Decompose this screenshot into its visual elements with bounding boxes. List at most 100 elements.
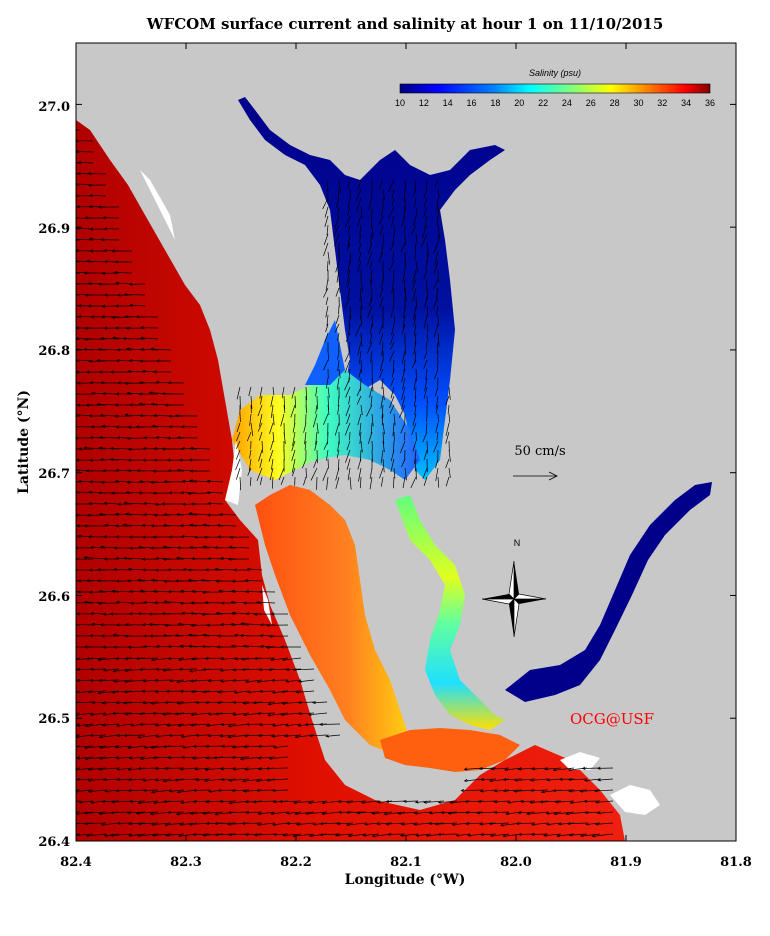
current-arrow — [327, 386, 330, 398]
current-arrow — [335, 197, 340, 208]
current-arrow — [90, 667, 107, 671]
current-arrow — [270, 811, 289, 815]
current-arrow — [285, 667, 302, 672]
current-arrow — [437, 224, 441, 239]
current-arrow — [256, 788, 276, 792]
current-arrow — [258, 590, 276, 594]
current-arrow — [445, 476, 450, 487]
current-arrow — [391, 215, 395, 227]
current-arrow — [335, 260, 340, 273]
current-arrow — [434, 251, 439, 266]
current-arrow — [188, 458, 211, 462]
y-tick-label: 26.5 — [38, 712, 70, 727]
current-arrow — [76, 690, 81, 692]
current-arrow — [319, 833, 341, 837]
current-arrow — [231, 745, 250, 749]
current-arrow — [76, 657, 94, 662]
current-arrow — [334, 233, 340, 247]
current-arrow — [413, 395, 417, 407]
current-arrow — [464, 822, 484, 826]
current-arrow — [128, 403, 146, 407]
current-arrow — [153, 413, 172, 418]
current-arrow — [114, 512, 133, 516]
current-arrow — [360, 332, 363, 347]
current-arrow — [167, 590, 185, 594]
current-arrow — [135, 656, 159, 661]
current-arrow — [161, 502, 185, 506]
current-arrow — [369, 260, 373, 270]
current-arrow — [404, 224, 406, 234]
current-arrow — [190, 690, 211, 694]
current-arrow — [89, 678, 107, 682]
matlacha-pass — [395, 495, 505, 730]
current-arrow — [241, 821, 263, 826]
current-arrow — [204, 767, 224, 771]
current-arrow — [390, 242, 395, 251]
current-arrow — [323, 287, 329, 298]
y-tick-label: 26.8 — [38, 344, 70, 359]
myakka-arm — [305, 320, 345, 385]
colorbar-tick-label: 32 — [657, 98, 667, 108]
current-arrow — [83, 347, 107, 352]
current-arrow — [376, 800, 393, 804]
current-arrow — [190, 601, 211, 605]
current-arrow — [369, 386, 373, 398]
current-arrow — [214, 567, 237, 571]
current-arrow — [367, 431, 373, 444]
current-arrow — [89, 227, 107, 231]
current-arrow — [76, 678, 94, 683]
current-arrow — [367, 305, 373, 318]
current-arrow — [271, 734, 289, 738]
current-arrow — [76, 237, 94, 241]
current-arrow — [76, 778, 81, 780]
current-arrow — [88, 590, 107, 594]
current-arrow — [221, 744, 237, 748]
current-arrow — [584, 810, 601, 815]
current-arrow — [97, 767, 120, 771]
current-arrow — [163, 513, 185, 517]
current-arrow — [128, 833, 146, 837]
current-arrow — [337, 206, 340, 216]
current-arrow — [529, 778, 549, 782]
colorbar-tick-label: 20 — [514, 98, 524, 108]
current-arrow — [346, 269, 351, 284]
current-arrow — [229, 535, 250, 539]
current-arrow — [88, 193, 107, 198]
current-arrow — [337, 350, 340, 360]
current-arrow — [390, 377, 395, 387]
current-arrow — [285, 723, 302, 727]
current-arrow — [282, 833, 302, 837]
current-arrow — [239, 634, 263, 638]
current-arrow — [379, 359, 384, 371]
current-arrow — [116, 348, 133, 352]
current-arrow — [356, 197, 362, 211]
current-arrow — [149, 546, 172, 550]
current-arrow — [426, 278, 428, 289]
current-arrow — [257, 811, 276, 815]
current-arrow — [271, 788, 289, 793]
current-arrow — [403, 305, 406, 318]
current-arrow — [110, 800, 133, 804]
current-arrow — [76, 426, 94, 428]
current-arrow — [148, 612, 172, 616]
current-arrow — [382, 188, 385, 201]
current-arrow — [337, 800, 354, 804]
current-arrow — [76, 272, 81, 274]
current-arrow — [324, 215, 329, 227]
current-arrow — [415, 233, 418, 243]
x-tick-labels: 82.4 82.3 82.2 82.1 82.0 81.9 81.8 — [60, 855, 752, 870]
current-arrow — [360, 800, 380, 804]
current-arrow — [411, 224, 417, 235]
current-arrow — [137, 766, 159, 771]
colorbar-tick-label: 14 — [443, 98, 453, 108]
current-arrow — [272, 386, 275, 396]
current-arrow — [207, 502, 224, 506]
current-arrow — [152, 535, 172, 539]
current-arrow — [322, 467, 329, 481]
current-arrow — [479, 789, 497, 793]
current-arrow — [168, 733, 185, 738]
current-arrow — [123, 292, 146, 297]
current-arrow — [283, 395, 286, 410]
current-arrow — [333, 224, 340, 237]
current-arrow — [421, 233, 428, 247]
